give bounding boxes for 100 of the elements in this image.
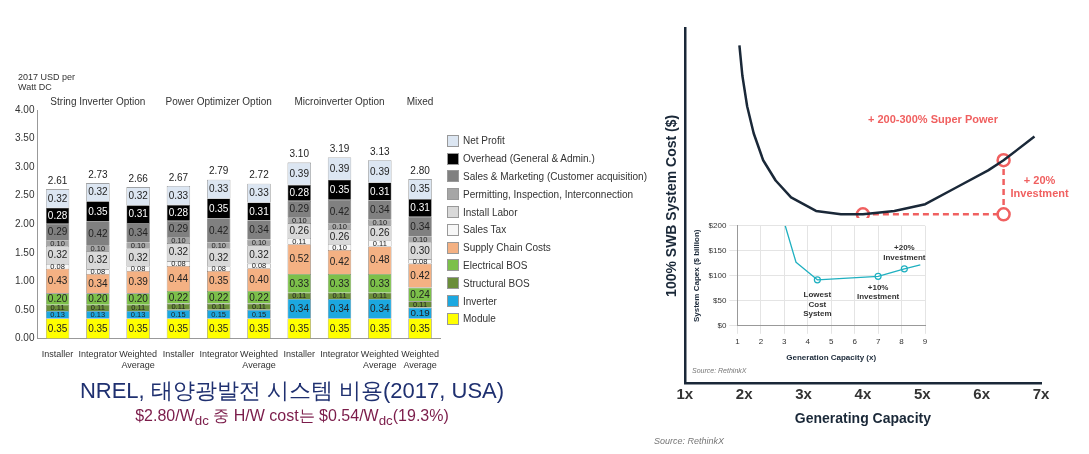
data-label: 0.42 bbox=[88, 227, 109, 239]
data-label: 0.34 bbox=[289, 302, 310, 314]
data-label: 0.20 bbox=[47, 293, 68, 305]
annotation: + 20% Investment bbox=[1010, 173, 1069, 199]
data-label: 0.42 bbox=[329, 256, 350, 268]
x-tick-label: 4x bbox=[854, 385, 872, 403]
data-label: 0.42 bbox=[208, 224, 229, 236]
x-tick-label: Installer bbox=[162, 349, 195, 360]
data-label: 0.33 bbox=[168, 189, 189, 201]
x-tick-label: 9 bbox=[922, 336, 928, 346]
data-label: 0.43 bbox=[47, 275, 68, 287]
total-label: 2.80 bbox=[410, 164, 431, 176]
data-label: 0.39 bbox=[329, 162, 350, 174]
x-tick-label: 4 bbox=[805, 336, 811, 346]
data-label: 0.48 bbox=[370, 254, 390, 266]
data-label: 0.35 bbox=[88, 322, 109, 334]
legend-label: Sales Tax bbox=[463, 224, 507, 236]
legend-label: Supply Chain Costs bbox=[463, 242, 551, 254]
x-tick-label: Weighted Average bbox=[240, 349, 278, 371]
y-tick-label: 1.00 bbox=[14, 275, 35, 287]
data-label: 0.35 bbox=[410, 322, 431, 334]
data-label: 0.33 bbox=[249, 187, 270, 199]
data-label: 0.35 bbox=[168, 322, 189, 334]
data-label: 0.35 bbox=[208, 275, 229, 287]
data-label: 0.33 bbox=[208, 183, 229, 195]
x-axis-title: Generation Capacity (x) bbox=[786, 353, 877, 363]
data-label: 0.31 bbox=[128, 208, 149, 220]
data-label: 0.34 bbox=[370, 204, 390, 216]
x-tick-label: 6x bbox=[973, 385, 991, 403]
total-label: 3.19 bbox=[329, 143, 350, 155]
y-tick-label: $100 bbox=[708, 271, 727, 280]
y-tick-label: $150 bbox=[708, 246, 727, 255]
data-label: 0.29 bbox=[289, 203, 310, 215]
y-axis-title: 2017 USD per Watt DC bbox=[18, 72, 77, 92]
data-label: 0.20 bbox=[88, 293, 109, 305]
total-label: 2.66 bbox=[128, 172, 149, 184]
data-label: 0.31 bbox=[370, 185, 390, 197]
data-label: 0.35 bbox=[329, 183, 350, 195]
legend-label: Install Labor bbox=[463, 206, 518, 218]
total-label: 3.10 bbox=[289, 148, 310, 160]
text: Mixed bbox=[406, 95, 434, 107]
data-label: 0.31 bbox=[410, 202, 431, 214]
data-label: 0.32 bbox=[47, 192, 68, 204]
data-label: 0.26 bbox=[289, 224, 310, 236]
annotation: +20% Investment bbox=[883, 243, 926, 262]
text: NREL, 태양광발전 시스템 비용(2017, USA) bbox=[78, 377, 506, 405]
data-label: 0.39 bbox=[289, 167, 310, 179]
annotation: +10% Investment bbox=[856, 282, 900, 302]
data-label: 0.32 bbox=[128, 190, 149, 202]
data-label: 0.34 bbox=[410, 220, 431, 232]
y-tick-label: $50 bbox=[713, 296, 727, 305]
y-tick-label: 4.00 bbox=[14, 103, 35, 115]
data-label: 0.29 bbox=[47, 226, 68, 238]
data-label: 0.33 bbox=[329, 277, 350, 289]
data-label: 0.42 bbox=[410, 269, 431, 281]
data-label: 0.32 bbox=[168, 246, 189, 258]
x-tick-label: Weighted Average bbox=[360, 349, 399, 371]
legend-label: Sales & Marketing (Customer acquisition) bbox=[463, 170, 647, 182]
x-tick-label: 3 bbox=[782, 336, 788, 346]
data-label: 0.32 bbox=[208, 251, 229, 263]
text: Power Optimizer Option bbox=[165, 95, 272, 107]
data-label: 0.30 bbox=[410, 244, 431, 256]
x-tick-label: Weighted Average bbox=[119, 349, 158, 371]
data-label: 0.34 bbox=[88, 277, 109, 289]
y-tick-label: 2.50 bbox=[14, 189, 35, 201]
text: $2.80/W$_{dc}$ 중 H/W cost는 $0.54/W$_{dc}$(19.3%) bbox=[134, 406, 450, 429]
x-tick-label: 1x bbox=[676, 385, 694, 403]
data-label: 0.22 bbox=[249, 291, 270, 303]
data-label: 0.44 bbox=[168, 272, 189, 284]
data-label: 0.32 bbox=[128, 251, 149, 263]
data-label: 0.52 bbox=[289, 253, 310, 265]
x-tick-label: Integrator bbox=[199, 349, 238, 360]
y-tick-label: 3.50 bbox=[14, 132, 35, 144]
data-label: 0.34 bbox=[249, 224, 270, 236]
legend-label: Overhead (General & Admin.) bbox=[463, 153, 595, 165]
data-label: 0.40 bbox=[249, 273, 270, 285]
data-label: 0.35 bbox=[47, 322, 68, 334]
data-label: 0.32 bbox=[88, 254, 109, 266]
data-label: 0.35 bbox=[410, 183, 431, 195]
data-label: 0.29 bbox=[168, 223, 189, 235]
total-label: 2.79 bbox=[208, 165, 229, 177]
x-tick-label: 1 bbox=[735, 336, 741, 346]
legend-label: Structural BOS bbox=[463, 277, 530, 289]
total-label: 3.13 bbox=[370, 146, 390, 157]
data-label: 0.35 bbox=[88, 205, 109, 217]
total-label: 2.67 bbox=[168, 171, 189, 183]
data-label: 0.32 bbox=[47, 249, 68, 261]
total-label: 2.73 bbox=[88, 168, 109, 180]
x-tick-label: Weighted Average bbox=[401, 349, 439, 371]
data-label: 0.22 bbox=[168, 291, 189, 303]
y-axis-title: 100% SWB System Cost ($) bbox=[663, 114, 680, 297]
x-tick-label: 6 bbox=[852, 336, 858, 346]
data-label: 0.19 bbox=[410, 307, 430, 319]
data-label: 0.26 bbox=[329, 231, 350, 243]
y-tick-label: $0 bbox=[717, 321, 727, 330]
data-label: 0.34 bbox=[370, 302, 390, 314]
data-label: 0.26 bbox=[370, 227, 390, 239]
x-tick-label: Installer bbox=[41, 349, 74, 360]
x-axis-title: Generating Capacity bbox=[794, 410, 932, 427]
data-label: 0.39 bbox=[370, 165, 390, 177]
